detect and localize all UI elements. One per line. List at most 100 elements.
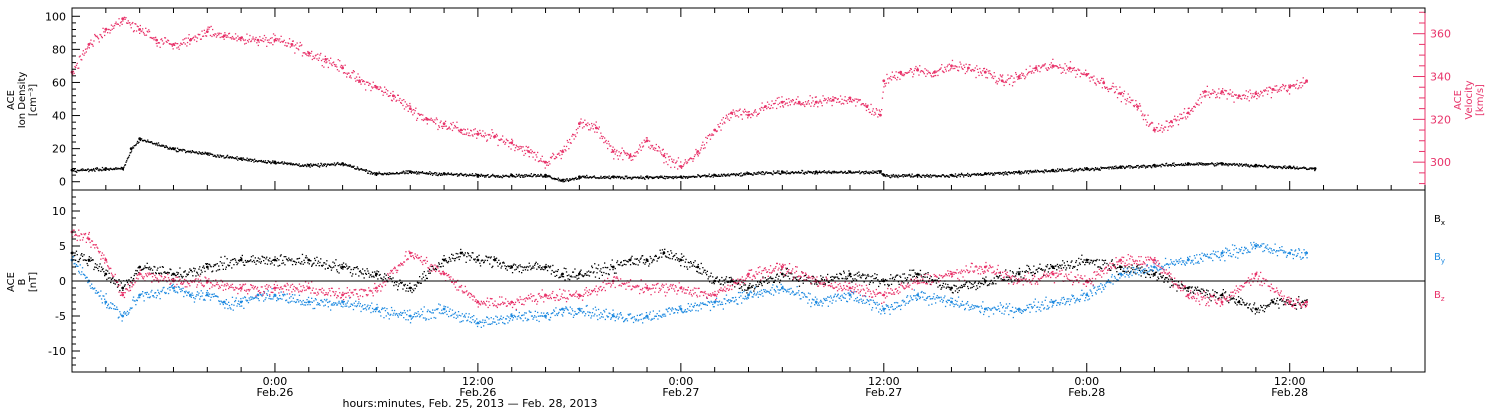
density-dots-point [826,172,828,175]
velocity-dots-point [776,107,778,110]
bx-dots-point [984,282,986,284]
density-dots-point [966,174,968,176]
density-dots-point [1059,168,1061,170]
density-dots-point [1243,164,1245,166]
velocity-series-point [358,79,361,83]
velocity-dots-point [460,132,463,134]
density-dots-point [471,174,473,177]
velocity-dots-point [1241,94,1244,97]
density-dots-point [456,175,459,177]
density-dots-point [1040,170,1042,172]
density-dots-point [1116,167,1118,170]
velocity-dots-point [1200,102,1202,104]
bx-dots-point [661,256,663,258]
bx-dots-point [578,271,581,273]
velocity-dots-point [820,101,822,103]
bx-dots-point [375,275,377,277]
velocity-dots-point [215,36,218,38]
density-dots-point [755,173,758,175]
density-dots-point [595,177,597,179]
density-dots-point [486,174,488,176]
bx-dots-point [963,283,965,286]
velocity-dots-point [366,81,368,83]
bx-dots-point [565,268,567,270]
bx-dots-point [422,273,424,275]
velocity-dots-point [814,103,816,105]
bx-dots-point [864,274,866,276]
bx-dots-point [1040,268,1043,270]
density-dots-point [422,172,424,174]
velocity-dots-point [1015,73,1017,76]
bx-dots-point [403,285,406,287]
bx-dots-point [644,263,646,265]
velocity-dots-point [810,105,812,107]
bx-dots-point [686,268,689,270]
density-dots-point [1217,164,1219,166]
density-dots-point [1101,167,1103,169]
velocity-dots-point [935,74,937,77]
bx-dots-point [509,267,511,269]
velocity-dots-point [177,46,180,48]
velocity-dots-point [801,103,804,105]
density-dots-point [946,174,948,177]
velocity-dots-point [1154,131,1156,133]
bx-dots-point [229,261,231,264]
bx-dots-point [763,281,765,283]
bx-dots-point [625,264,627,266]
density-dots-point [857,171,859,173]
bx-dots-point [821,279,823,281]
velocity-dots-point [298,45,301,47]
density-dots-point [1252,165,1254,167]
density-dots-point [1308,168,1310,170]
bx-dots-point [201,271,203,273]
density-dots-point [1279,166,1281,168]
bx-dots-point [919,273,921,275]
velocity-dots-point [584,119,586,121]
velocity-dots-point [863,104,865,106]
density-dots-point [491,174,493,177]
velocity-dots-point [1248,100,1250,102]
density-dots-point [746,171,748,173]
velocity-dots-point [938,70,940,72]
density-dots-point [704,174,706,176]
velocity-dots-point [560,157,562,160]
velocity-dots-point [429,119,431,121]
velocity-dots-point [740,114,742,116]
density-dots-point [1132,167,1134,169]
density-dots-point [1167,165,1169,167]
bx-dots-point [969,281,971,284]
velocity-dots-point [344,64,346,66]
velocity-dots-point [198,34,200,36]
density-dots-point [1098,168,1101,170]
velocity-dots-point [868,108,870,110]
density-dots-point [806,172,808,174]
density-dots-point [224,157,226,159]
bx-dots-point [658,257,660,259]
bx-dots-point [516,266,518,268]
density-dots-point [754,173,756,175]
bx-dots-point [148,268,150,270]
bx-dots-point [733,281,735,283]
density-dots-point [603,176,605,178]
density-dots-point [266,162,269,164]
velocity-dots-point [482,130,484,132]
bx-dots-point [912,276,914,278]
density-dots-point [351,166,353,168]
velocity-dots-point [172,48,174,50]
bx-dots-point [701,273,703,275]
density-dots-point [712,174,714,176]
bx-dots-point [434,268,436,270]
density-dots-point [215,156,217,158]
density-dots-point [243,158,246,161]
bx-dots-point [524,269,527,271]
density-dots-point [254,158,256,160]
density-dots-point [653,177,655,179]
velocity-dots-point [1225,90,1228,92]
bx-dots-point [426,277,428,280]
velocity-dots-point [860,104,862,106]
density-dots-point [963,176,965,178]
bx-dots-point [398,283,400,285]
velocity-dots-point [970,69,972,71]
velocity-dots-point [234,38,236,40]
